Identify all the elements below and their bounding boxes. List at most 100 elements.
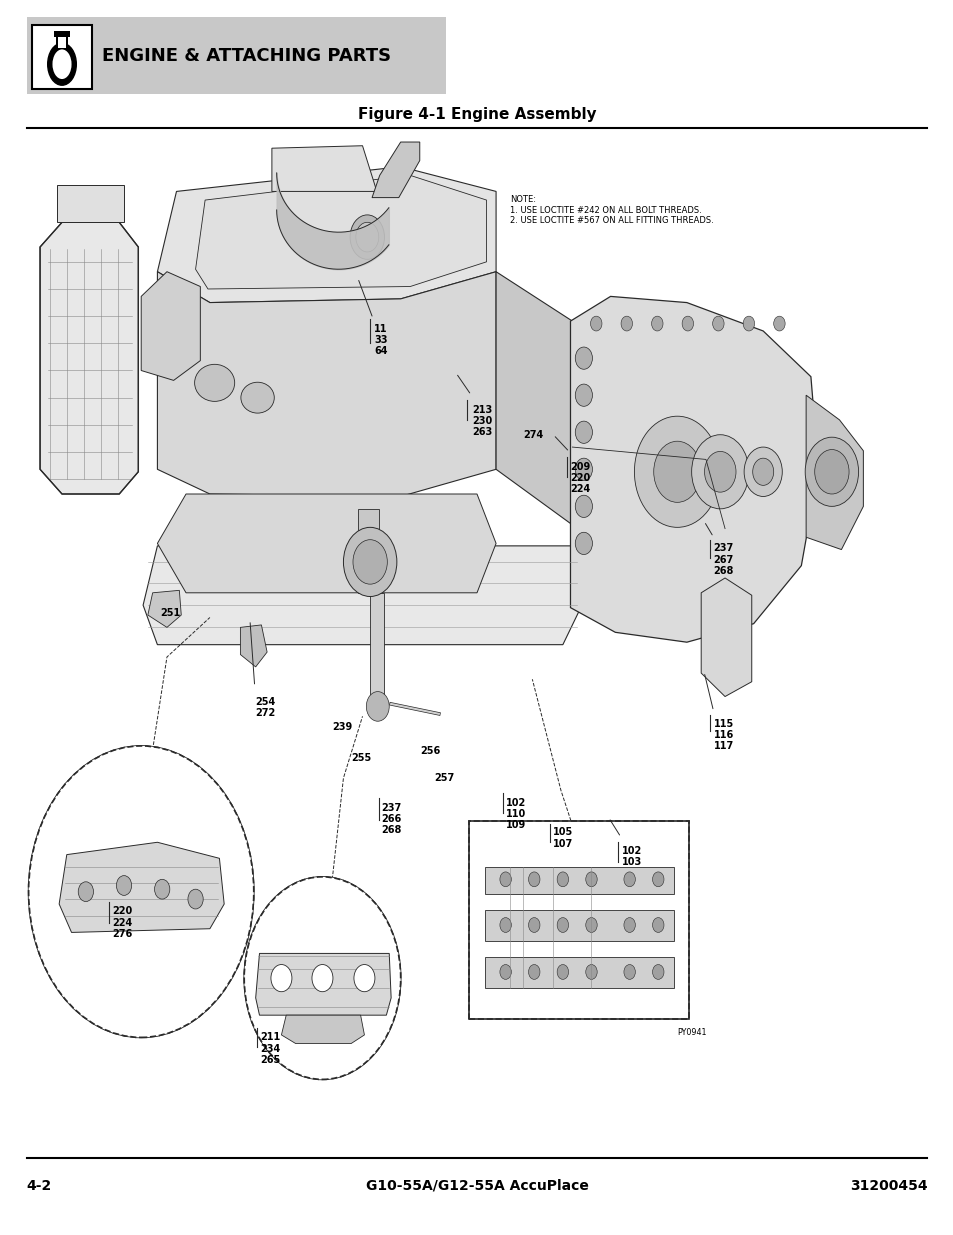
Polygon shape <box>570 296 818 642</box>
Text: 31200454: 31200454 <box>849 1178 926 1193</box>
Circle shape <box>681 316 693 331</box>
Circle shape <box>652 918 663 932</box>
Circle shape <box>557 918 568 932</box>
Circle shape <box>354 965 375 992</box>
Polygon shape <box>496 272 572 525</box>
Text: 209
220
224: 209 220 224 <box>570 462 590 494</box>
Polygon shape <box>157 494 496 593</box>
Ellipse shape <box>48 43 76 85</box>
Text: 254
272: 254 272 <box>255 697 275 718</box>
Circle shape <box>585 872 597 887</box>
Text: 237
266
268: 237 266 268 <box>381 803 401 835</box>
Ellipse shape <box>240 383 274 412</box>
Circle shape <box>244 877 400 1079</box>
Bar <box>54 31 70 37</box>
Circle shape <box>653 441 700 503</box>
Circle shape <box>652 965 663 979</box>
Polygon shape <box>805 395 862 550</box>
Circle shape <box>623 872 635 887</box>
Polygon shape <box>40 222 138 494</box>
FancyBboxPatch shape <box>27 17 446 94</box>
Circle shape <box>499 965 511 979</box>
Polygon shape <box>281 1015 364 1044</box>
Polygon shape <box>195 175 486 289</box>
Circle shape <box>752 458 773 485</box>
Polygon shape <box>240 625 267 667</box>
Circle shape <box>575 495 592 517</box>
Circle shape <box>575 458 592 480</box>
Text: 4-2: 4-2 <box>27 1178 51 1193</box>
Text: 102
103: 102 103 <box>621 846 641 867</box>
Text: 255: 255 <box>351 753 371 763</box>
Bar <box>56 36 68 49</box>
Circle shape <box>652 872 663 887</box>
Circle shape <box>585 965 597 979</box>
Circle shape <box>366 692 389 721</box>
Text: 11
33
64: 11 33 64 <box>374 324 387 356</box>
Circle shape <box>575 347 592 369</box>
Circle shape <box>575 384 592 406</box>
Text: G10-55A/G12-55A AccuPlace: G10-55A/G12-55A AccuPlace <box>365 1178 588 1193</box>
Bar <box>370 593 384 716</box>
Circle shape <box>585 918 597 932</box>
Circle shape <box>343 527 396 597</box>
Circle shape <box>651 316 662 331</box>
Text: 239: 239 <box>332 722 352 732</box>
Circle shape <box>557 965 568 979</box>
Ellipse shape <box>194 364 234 401</box>
Text: ENGINE & ATTACHING PARTS: ENGINE & ATTACHING PARTS <box>102 47 391 64</box>
Circle shape <box>634 416 720 527</box>
Circle shape <box>244 877 400 1079</box>
Circle shape <box>499 872 511 887</box>
Text: Figure 4-1 Engine Assembly: Figure 4-1 Engine Assembly <box>357 107 596 122</box>
Circle shape <box>743 447 781 496</box>
Polygon shape <box>141 272 200 380</box>
Text: 257: 257 <box>434 773 454 783</box>
Circle shape <box>78 882 93 902</box>
Polygon shape <box>148 590 181 627</box>
Polygon shape <box>157 272 496 496</box>
Text: 105
107: 105 107 <box>553 827 573 848</box>
Text: 256: 256 <box>419 746 439 756</box>
Circle shape <box>623 965 635 979</box>
Bar <box>469 821 688 1019</box>
Text: 102
110
109: 102 110 109 <box>505 798 525 830</box>
Polygon shape <box>372 142 419 198</box>
Bar <box>484 957 673 988</box>
Polygon shape <box>700 578 751 697</box>
Circle shape <box>691 435 748 509</box>
Circle shape <box>355 222 378 252</box>
Text: 274: 274 <box>522 430 542 440</box>
Circle shape <box>712 316 723 331</box>
Text: 213
230
263: 213 230 263 <box>472 405 492 437</box>
Text: NOTE:
1. USE LOCTITE #242 ON ALL BOLT THREADS.
2. USE LOCTITE #567 ON ALL FITTIN: NOTE: 1. USE LOCTITE #242 ON ALL BOLT TH… <box>510 195 714 225</box>
Circle shape <box>620 316 632 331</box>
Circle shape <box>271 965 292 992</box>
Ellipse shape <box>52 49 71 79</box>
Circle shape <box>528 872 539 887</box>
Circle shape <box>499 918 511 932</box>
Text: PY0941: PY0941 <box>677 1028 706 1036</box>
Circle shape <box>312 965 333 992</box>
Text: 211
234
265: 211 234 265 <box>260 1032 280 1065</box>
Circle shape <box>804 437 858 506</box>
Circle shape <box>590 316 601 331</box>
Circle shape <box>742 316 754 331</box>
Bar <box>484 910 673 941</box>
Circle shape <box>528 965 539 979</box>
Bar <box>357 509 378 593</box>
Text: 237
267
268: 237 267 268 <box>713 543 733 576</box>
Circle shape <box>353 540 387 584</box>
Polygon shape <box>143 546 581 645</box>
Polygon shape <box>272 146 376 191</box>
Circle shape <box>154 879 170 899</box>
Polygon shape <box>255 953 391 1015</box>
Circle shape <box>575 421 592 443</box>
Circle shape <box>773 316 784 331</box>
Circle shape <box>623 918 635 932</box>
Circle shape <box>29 746 253 1037</box>
Circle shape <box>528 918 539 932</box>
Circle shape <box>557 872 568 887</box>
Circle shape <box>116 876 132 895</box>
Text: 220
224
276: 220 224 276 <box>112 906 132 939</box>
